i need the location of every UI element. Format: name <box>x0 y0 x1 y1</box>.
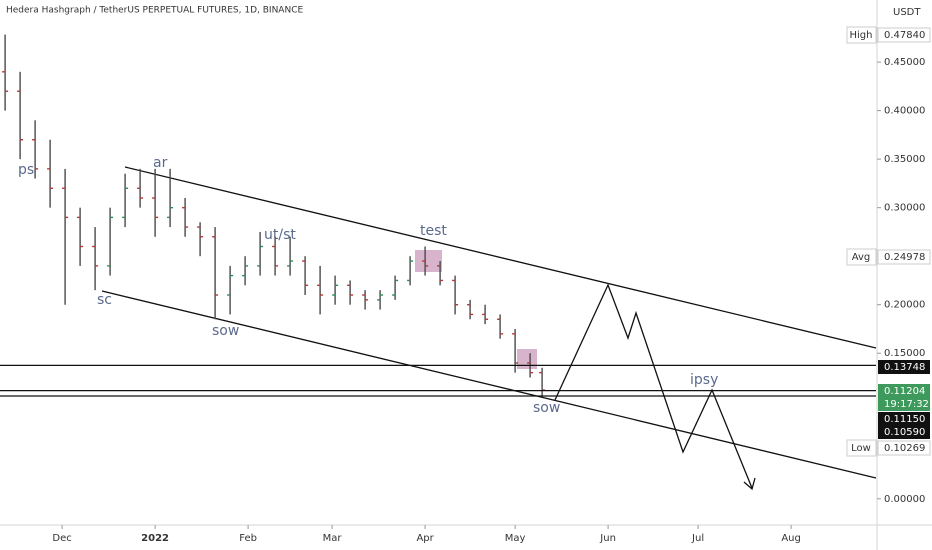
currency[interactable]: USDT <box>893 7 921 18</box>
price-tag-label: 0.10269 <box>884 443 925 454</box>
annotation: ipsy <box>690 372 718 388</box>
x-tick-label: Mar <box>323 533 343 544</box>
annotation: ut/st <box>264 227 296 243</box>
channel-top <box>124 166 877 349</box>
price-tag-box <box>878 412 930 426</box>
x-tick-label: Dec <box>52 533 71 544</box>
x-tick-label: Jul <box>691 533 704 544</box>
y-tick-label: 0.35000 <box>884 154 925 165</box>
price-tag-label: 0.13748 <box>884 362 925 373</box>
highlight-box <box>415 250 442 272</box>
x-tick-label: Jun <box>599 533 616 544</box>
price-tag-name-box <box>846 439 877 457</box>
x-tick-label: 2022 <box>141 533 169 544</box>
x-tick-label: Feb <box>239 533 257 544</box>
price-tag-label: 0.24978 <box>884 252 925 263</box>
annotation: sow <box>533 400 560 416</box>
price-tag-box <box>877 440 931 456</box>
price-tag-label: 0.10590 <box>884 427 925 438</box>
y-tick-label: 0.20000 <box>884 300 925 311</box>
price-tag-name-box <box>846 248 877 266</box>
y-tick-label: 0.45000 <box>884 57 925 68</box>
chart-title: Hedera Hashgraph / TetherUS PERPETUAL FU… <box>6 6 303 16</box>
highlight-box <box>517 349 537 369</box>
annotation: test <box>420 223 447 239</box>
price-tag-name: Avg <box>852 252 871 263</box>
countdown: 19:17:32 <box>884 399 929 410</box>
annotation: sc <box>97 292 112 308</box>
x-tick-label: Apr <box>416 533 434 544</box>
price-tag-name: High <box>850 30 873 41</box>
y-tick-label: 0.00000 <box>884 494 925 505</box>
price-tag-box <box>877 249 931 265</box>
x-tick-label: Aug <box>781 533 801 544</box>
price-tag-name-box <box>846 26 877 44</box>
annotation: sow <box>212 323 239 339</box>
price-tag-box <box>878 360 930 374</box>
y-tick-label: 0.40000 <box>884 106 925 117</box>
x-tick-label: May <box>505 533 526 544</box>
price-tag-label: 0.47840 <box>884 30 925 41</box>
price-tag-label: 0.11204 <box>884 386 925 397</box>
price-tag-box <box>878 425 930 439</box>
price-tag-box <box>878 384 930 411</box>
arrow-head <box>743 477 756 491</box>
channel-bottom <box>101 290 877 479</box>
annotation: ar <box>153 155 168 171</box>
price-tag-label: 0.11150 <box>884 414 925 425</box>
price-tag-name: Low <box>851 443 871 454</box>
price-tag-box <box>877 27 931 43</box>
y-tick-label: 0.15000 <box>884 348 925 359</box>
y-tick-label: 0.30000 <box>884 203 925 214</box>
annotation: ps <box>18 162 34 178</box>
